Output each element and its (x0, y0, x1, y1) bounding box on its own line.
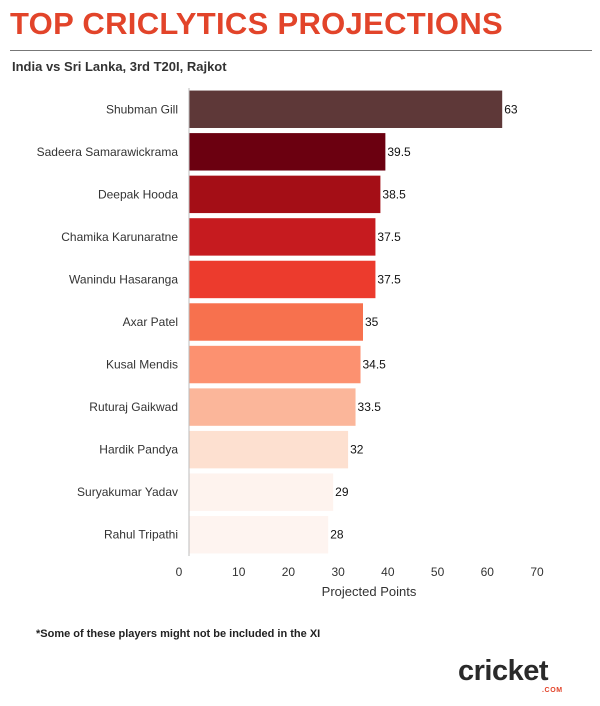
value-label: 32 (350, 443, 364, 457)
x-tick-label: 60 (481, 565, 495, 579)
x-tick-labels-group: 0 10 20 30 40 50 60 70 (176, 565, 544, 579)
bar (189, 133, 386, 171)
category-label: Axar Patel (123, 315, 178, 329)
category-label: Shubman Gill (106, 102, 178, 116)
bar (189, 175, 381, 214)
category-label: Deepak Hooda (98, 187, 178, 201)
value-label: 35 (365, 315, 379, 329)
logo-sub-text: .COM (542, 687, 563, 694)
logo-wordmark: cricket (458, 655, 549, 687)
category-label: Kusal Mendis (106, 358, 178, 372)
category-label: Sadeera Samarawickrama (37, 145, 179, 159)
category-label: Suryakumar Yadav (77, 485, 178, 499)
title-divider (10, 50, 592, 51)
bar-chart: Shubman Gill Sadeera Samarawickrama Deepak… (37, 88, 544, 599)
chart-subtitle: India vs Sri Lanka, 3rd T20I, Rajkot (12, 59, 227, 74)
value-labels-group: 63 39.5 38.5 37.5 37.5 35 34.5 33.5 32 29 28 (330, 102, 518, 541)
category-label: Wanindu Hasaranga (69, 272, 178, 286)
category-label: Hardik Pandya (99, 443, 178, 457)
x-tick-label: 70 (530, 565, 544, 579)
category-label: Chamika Karunaratne (61, 230, 178, 244)
value-label: 39.5 (387, 145, 411, 159)
category-label: Ruturaj Gaikwad (89, 400, 178, 414)
x-tick-label: 10 (232, 565, 246, 579)
bar (189, 260, 376, 299)
category-label: Rahul Tripathi (104, 528, 178, 542)
bar (189, 388, 356, 426)
chart-title: TOP CRICLYTICS PROJECTIONS (10, 6, 503, 41)
value-label: 28 (330, 528, 344, 542)
bar (189, 473, 334, 511)
footnote: *Some of these players might not be incl… (36, 628, 321, 640)
category-labels-group: Shubman Gill Sadeera Samarawickrama Deepak… (37, 102, 179, 541)
bar (189, 516, 329, 554)
value-label: 37.5 (377, 272, 401, 286)
value-label: 34.5 (363, 358, 387, 372)
bars-group (189, 90, 503, 554)
x-axis-label: Projected Points (322, 584, 417, 599)
value-label: 63 (504, 102, 518, 116)
bar (189, 90, 503, 128)
x-tick-label: 50 (431, 565, 445, 579)
bar (189, 345, 361, 384)
x-tick-label: 40 (381, 565, 395, 579)
value-label: 29 (335, 485, 349, 499)
x-tick-label: 30 (331, 565, 345, 579)
value-label: 33.5 (358, 400, 382, 414)
bar (189, 303, 363, 341)
bar (189, 218, 376, 256)
value-label: 37.5 (377, 230, 401, 244)
value-label: 38.5 (382, 187, 406, 201)
x-tick-label: 0 (176, 565, 183, 579)
x-tick-label: 20 (282, 565, 296, 579)
cricket-com-logo: cricket .COM (458, 655, 580, 699)
bar (189, 430, 349, 469)
